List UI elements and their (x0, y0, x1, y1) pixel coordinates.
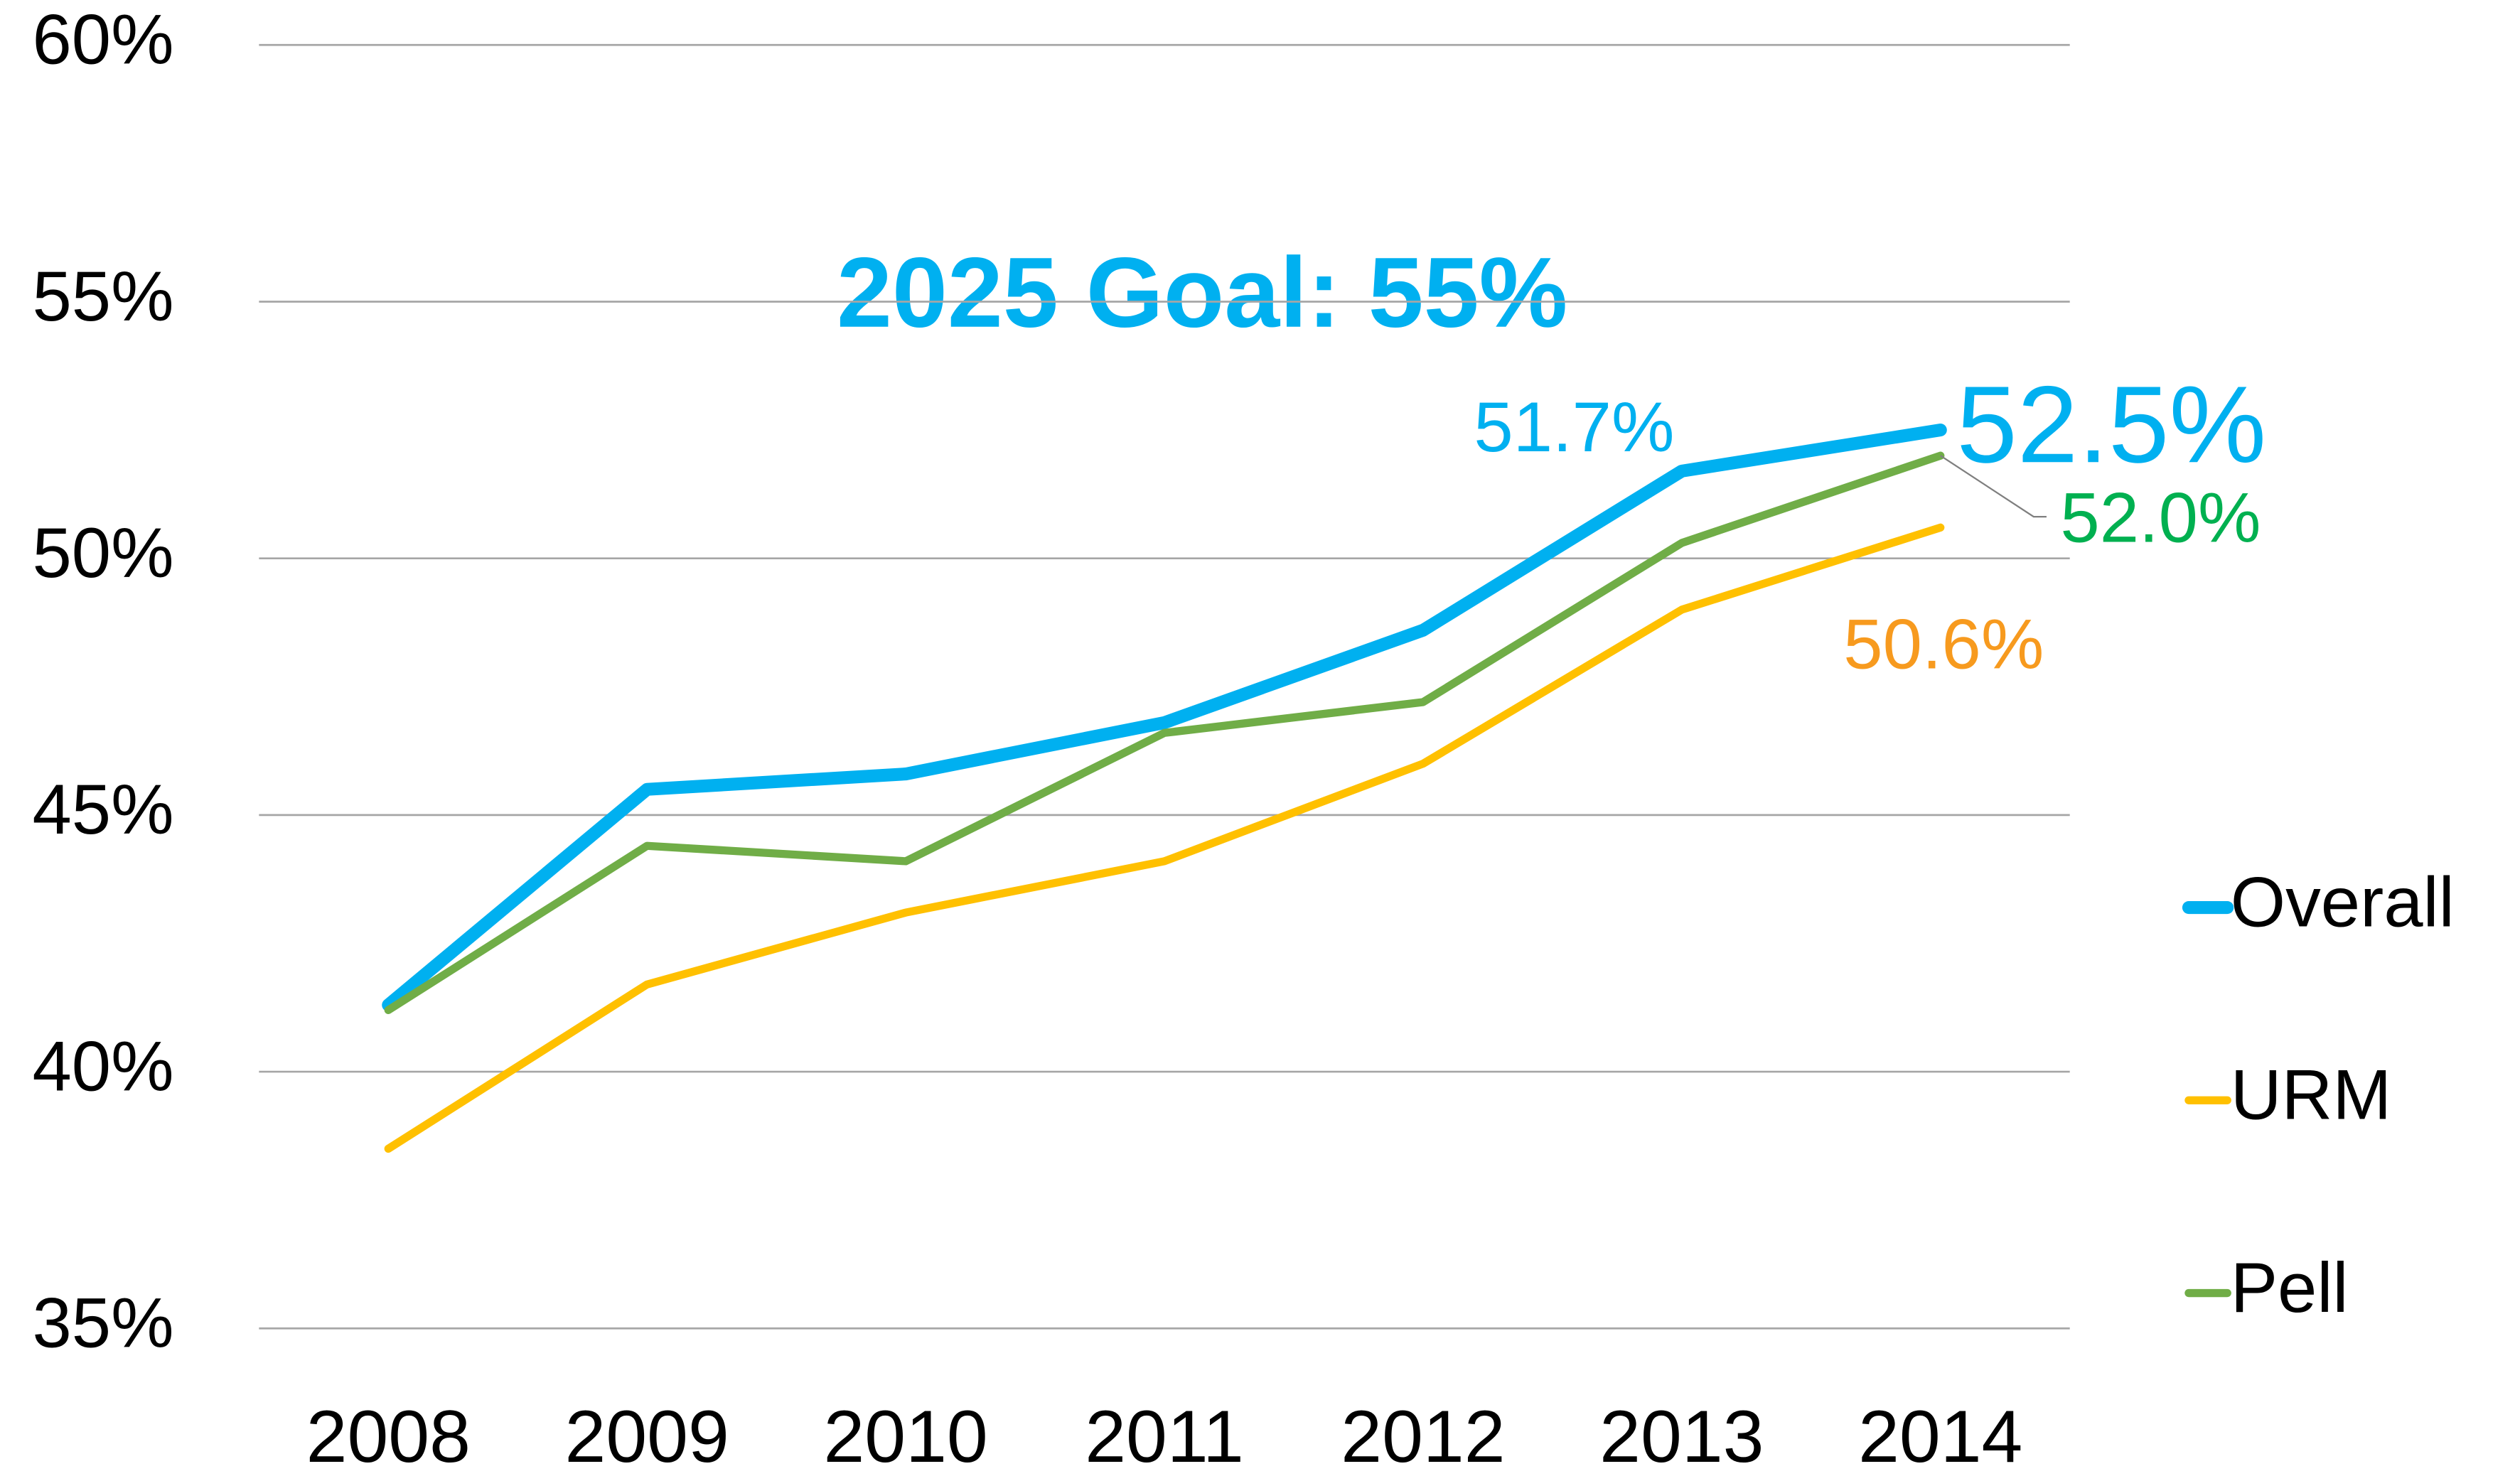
y-tick-label: 40% (33, 1027, 174, 1106)
x-tick-label: 2010 (823, 1396, 987, 1478)
series-line (384, 451, 1945, 1015)
x-tick-label: 2008 (306, 1396, 471, 1478)
data-label: 52.5% (1956, 363, 2266, 485)
series-line (382, 424, 1947, 1012)
x-tick-label: 2009 (565, 1396, 729, 1478)
x-tick-label: 2013 (1599, 1396, 1764, 1478)
data-label: 51.7% (1474, 388, 1674, 467)
series-line (384, 523, 1945, 1153)
legend-label: URM (2231, 1056, 2391, 1135)
goal-annotation: 2025 Goal: 55% (837, 237, 1567, 348)
data-label: 50.6% (1843, 605, 2044, 684)
y-tick-label: 50% (33, 514, 174, 593)
x-tick-label: 2011 (1085, 1396, 1244, 1478)
legend-label: Overall (2231, 863, 2455, 942)
y-tick-label: 35% (33, 1284, 174, 1363)
y-tick-label: 45% (33, 770, 174, 849)
y-tick-label: 60% (33, 1, 174, 80)
x-tick-label: 2014 (1858, 1396, 2022, 1478)
legend-label: Pell (2231, 1249, 2349, 1327)
y-tick-label: 55% (33, 257, 174, 336)
label-leader (1940, 455, 2047, 518)
x-tick-label: 2012 (1341, 1396, 1505, 1478)
data-label: 52.0% (2060, 478, 2261, 557)
